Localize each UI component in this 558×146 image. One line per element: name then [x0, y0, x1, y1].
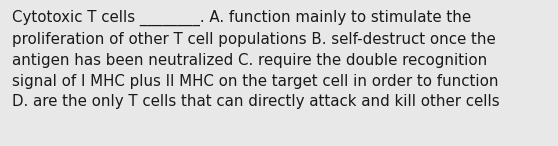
- Text: Cytotoxic T cells ________. A. function mainly to stimulate the
proliferation of: Cytotoxic T cells ________. A. function …: [12, 10, 500, 109]
